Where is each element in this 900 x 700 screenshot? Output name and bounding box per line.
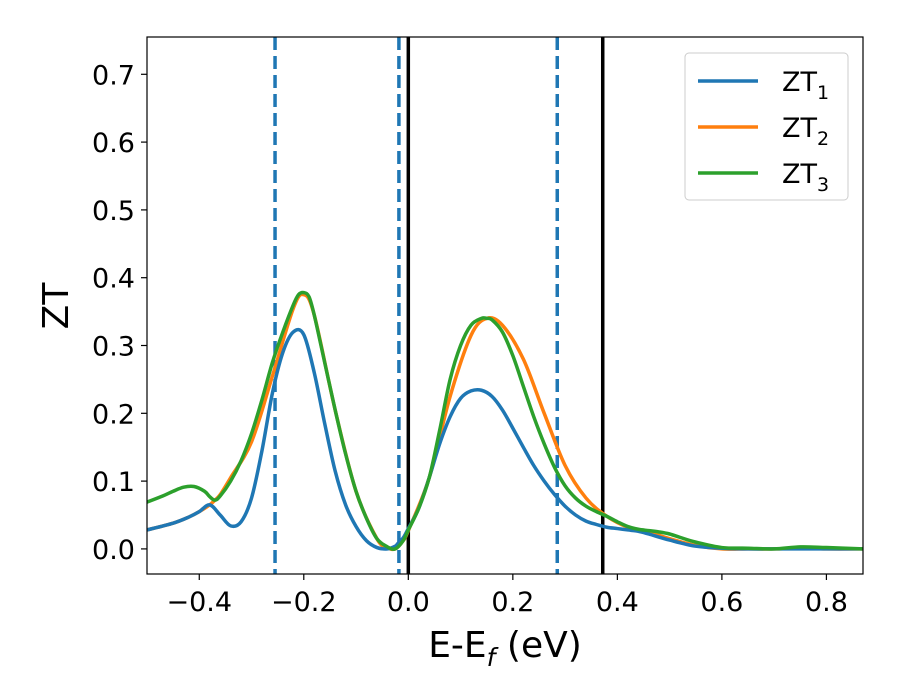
x-axis-label-unit: (eV) xyxy=(495,625,581,666)
reference-lines xyxy=(273,37,605,574)
y-axis-label: ZT xyxy=(36,282,77,330)
x-tick-label: 0.6 xyxy=(700,587,743,618)
legend-label-zt2: ZT2 xyxy=(782,113,829,150)
series-line-zt1 xyxy=(147,327,863,551)
y-tick-label: 0.1 xyxy=(92,467,135,498)
legend: ZT1 ZT2 ZT3 xyxy=(684,52,849,201)
x-tick-label: 0.2 xyxy=(491,587,534,618)
x-axis-label: E-Ef (eV) xyxy=(428,625,582,672)
x-tick-label: 0.4 xyxy=(596,587,639,618)
series-line-zt3 xyxy=(147,290,863,552)
legend-label-zt1: ZT1 xyxy=(782,67,829,104)
y-tick-label: 0.5 xyxy=(92,196,135,227)
plot-frame xyxy=(146,36,864,575)
y-axis: 0.0 0.1 0.2 0.3 0.4 0.5 0.6 0.7 xyxy=(92,60,147,566)
y-tick-label: 0.2 xyxy=(92,399,135,430)
y-tick-label: 0.0 xyxy=(92,535,135,566)
legend-box xyxy=(684,52,849,201)
y-tick-label: 0.7 xyxy=(92,60,135,91)
x-axis: −0.4 −0.2 0.0 0.2 0.4 0.6 0.8 xyxy=(166,574,848,618)
x-tick-label: −0.2 xyxy=(271,587,337,618)
y-tick-label: 0.4 xyxy=(92,264,135,295)
legend-label-zt3: ZT3 xyxy=(782,159,829,196)
y-tick-label: 0.6 xyxy=(92,128,135,159)
x-tick-label: 0.8 xyxy=(805,587,848,618)
y-tick-label: 0.3 xyxy=(92,332,135,363)
x-tick-label: 0.0 xyxy=(387,587,430,618)
x-tick-label: −0.4 xyxy=(166,587,232,618)
series-lines xyxy=(147,290,863,552)
